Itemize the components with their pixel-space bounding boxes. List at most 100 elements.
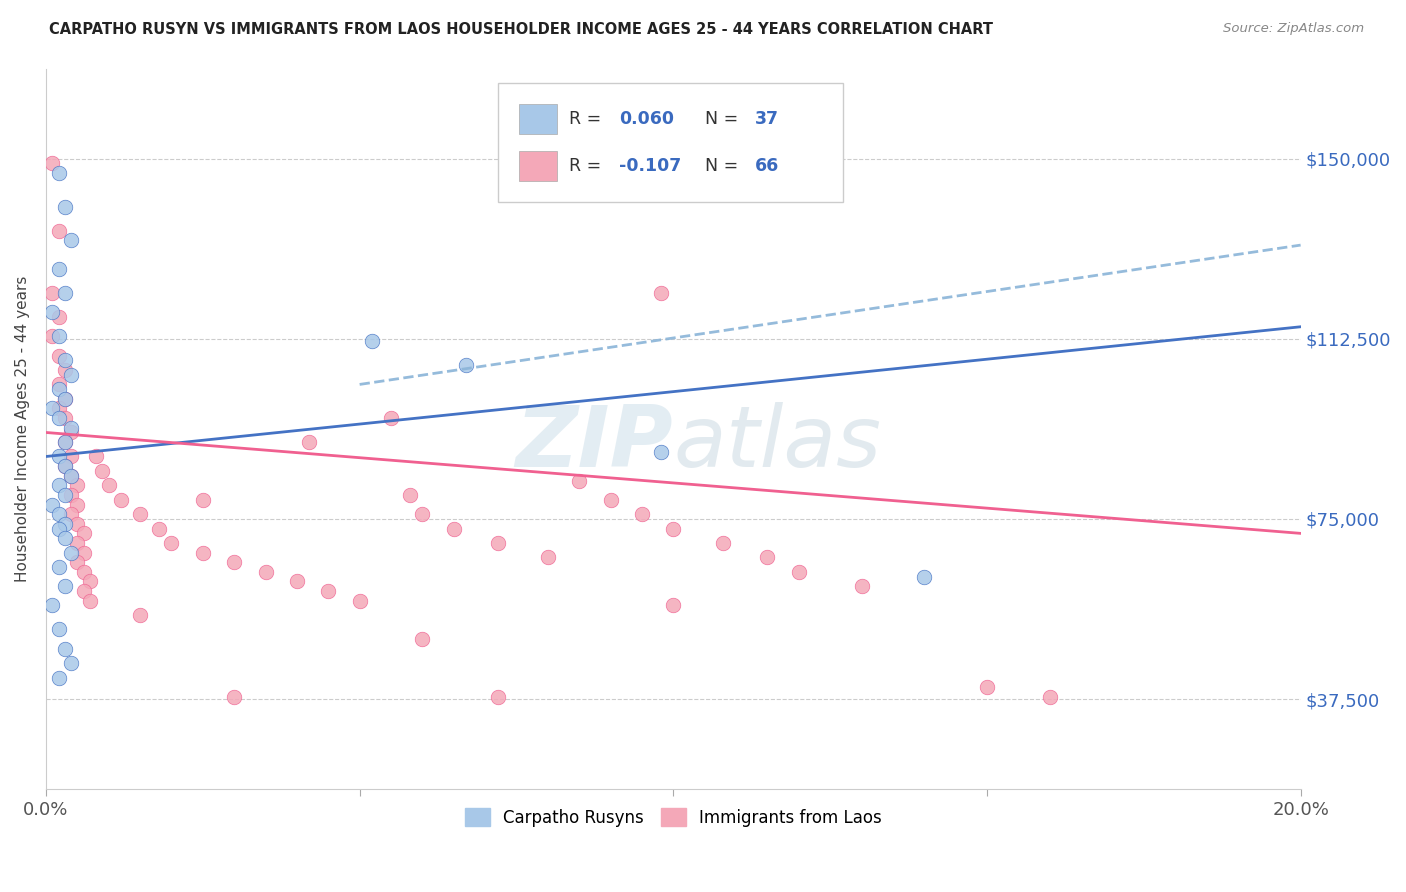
Point xyxy=(60,450,83,464)
Point xyxy=(568,474,591,488)
Point xyxy=(41,329,63,343)
Point xyxy=(60,488,83,502)
Point xyxy=(254,565,277,579)
Point xyxy=(41,305,63,319)
Point xyxy=(380,411,402,425)
Point xyxy=(298,435,321,450)
FancyBboxPatch shape xyxy=(519,103,557,134)
Point xyxy=(60,425,83,440)
Point xyxy=(48,349,70,363)
Point xyxy=(53,641,76,656)
Point xyxy=(48,310,70,325)
Text: R =: R = xyxy=(569,157,607,175)
Point xyxy=(66,555,89,569)
Point xyxy=(361,334,384,348)
Point xyxy=(787,565,810,579)
Point xyxy=(72,565,94,579)
Point xyxy=(129,507,152,521)
Point xyxy=(53,411,76,425)
Point xyxy=(53,200,76,214)
Point xyxy=(224,690,246,704)
Point xyxy=(72,526,94,541)
Point xyxy=(53,531,76,545)
Point xyxy=(48,623,70,637)
Point xyxy=(48,560,70,574)
Text: 37: 37 xyxy=(755,110,779,128)
Point xyxy=(662,522,685,536)
Point xyxy=(53,435,76,450)
Point xyxy=(60,368,83,382)
Point xyxy=(48,224,70,238)
Point xyxy=(41,498,63,512)
Point xyxy=(48,329,70,343)
Point xyxy=(110,492,132,507)
Point xyxy=(53,516,76,531)
Point xyxy=(53,363,76,377)
FancyBboxPatch shape xyxy=(498,83,842,202)
Point xyxy=(60,233,83,247)
Text: 0.060: 0.060 xyxy=(620,110,675,128)
Point xyxy=(398,488,420,502)
Point xyxy=(53,286,76,301)
Point xyxy=(53,459,76,474)
Point xyxy=(148,522,170,536)
Point xyxy=(97,478,120,492)
Point xyxy=(349,593,371,607)
Point xyxy=(443,522,465,536)
Point xyxy=(129,608,152,623)
Point xyxy=(662,599,685,613)
Text: N =: N = xyxy=(704,110,744,128)
Point xyxy=(60,656,83,670)
Legend: Carpatho Rusyns, Immigrants from Laos: Carpatho Rusyns, Immigrants from Laos xyxy=(457,800,890,835)
Point xyxy=(411,632,433,646)
Point xyxy=(1039,690,1062,704)
Point xyxy=(66,478,89,492)
Point xyxy=(48,671,70,685)
Point xyxy=(713,536,735,550)
Point xyxy=(537,550,560,565)
Point xyxy=(53,459,76,474)
Point xyxy=(72,545,94,559)
Point xyxy=(53,488,76,502)
Point xyxy=(60,545,83,559)
Point xyxy=(316,584,339,599)
Point xyxy=(60,507,83,521)
Point xyxy=(456,358,478,372)
Point xyxy=(41,156,63,170)
Point xyxy=(486,536,509,550)
Y-axis label: Householder Income Ages 25 - 44 years: Householder Income Ages 25 - 44 years xyxy=(15,276,30,582)
Point xyxy=(912,569,935,583)
Point xyxy=(48,522,70,536)
Point xyxy=(631,507,654,521)
Point xyxy=(48,478,70,492)
Point xyxy=(79,593,101,607)
Text: R =: R = xyxy=(569,110,607,128)
Point xyxy=(285,574,308,589)
Point xyxy=(486,690,509,704)
Point xyxy=(756,550,779,565)
Text: CARPATHO RUSYN VS IMMIGRANTS FROM LAOS HOUSEHOLDER INCOME AGES 25 - 44 YEARS COR: CARPATHO RUSYN VS IMMIGRANTS FROM LAOS H… xyxy=(49,22,993,37)
Point xyxy=(599,492,621,507)
Text: ZIP: ZIP xyxy=(516,401,673,484)
Point xyxy=(60,468,83,483)
Point xyxy=(41,286,63,301)
Point xyxy=(650,286,672,301)
Point xyxy=(53,353,76,368)
Point xyxy=(224,555,246,569)
Point xyxy=(53,579,76,593)
Point xyxy=(650,444,672,458)
Point xyxy=(48,450,70,464)
Point xyxy=(48,507,70,521)
Point xyxy=(79,574,101,589)
Point xyxy=(53,392,76,406)
Point xyxy=(851,579,873,593)
Point xyxy=(411,507,433,521)
Text: -0.107: -0.107 xyxy=(620,157,682,175)
Point xyxy=(53,392,76,406)
Point xyxy=(41,599,63,613)
Point xyxy=(41,401,63,416)
Point xyxy=(48,377,70,392)
Point xyxy=(48,262,70,277)
FancyBboxPatch shape xyxy=(519,151,557,181)
Point xyxy=(66,536,89,550)
